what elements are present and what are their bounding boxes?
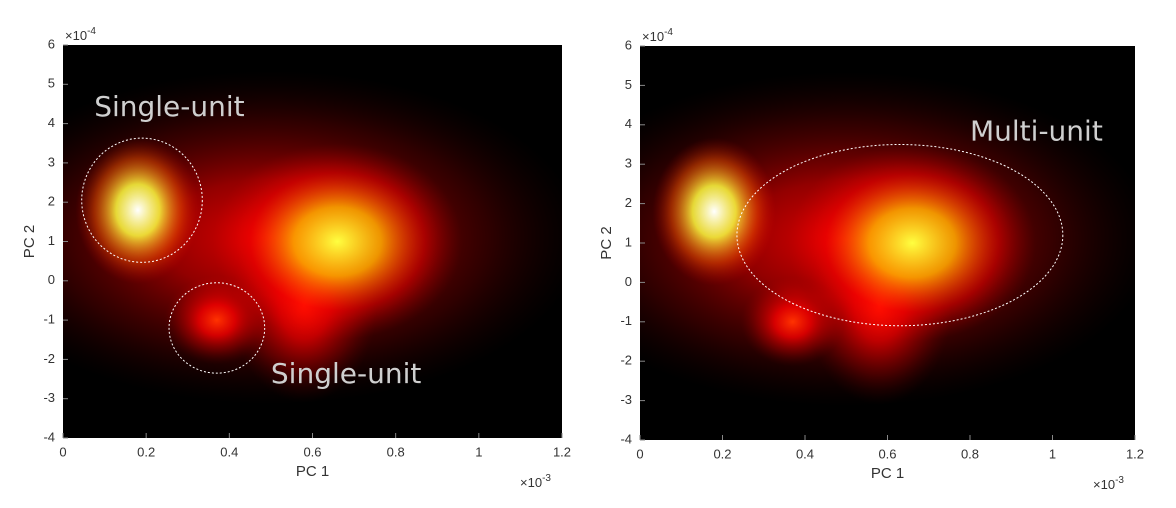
axis-multiplier: ×10-4: [642, 27, 673, 45]
density: [640, 71, 1135, 407]
y-tick-label: -3: [43, 390, 55, 405]
x-tick-label: 0: [59, 444, 66, 459]
x-tick-label: 0.8: [387, 444, 405, 459]
multiplier-exponent: -4: [87, 26, 96, 37]
x-axis-label: PC 1: [871, 465, 904, 482]
y-tick-label: -1: [620, 313, 632, 328]
x-tick-label: 1: [475, 444, 482, 459]
y-tick-label: 4: [48, 115, 55, 130]
density-cluster: [788, 144, 1036, 342]
multiplier-base: ×10: [642, 29, 664, 44]
density: [63, 70, 562, 405]
y-tick-label: 5: [625, 77, 632, 92]
x-axis-label: PC 1: [296, 463, 329, 480]
x-tick-label: 0.6: [878, 446, 896, 461]
x-tick-label: 1.2: [553, 444, 571, 459]
y-axis-label: PC 2: [21, 225, 38, 258]
y-tick-label: 1: [625, 234, 632, 249]
axis-multiplier: ×10-4: [65, 26, 96, 44]
y-tick-label: -3: [620, 392, 632, 407]
axis-multiplier: ×10-3: [1093, 475, 1124, 493]
y-tick-label: 3: [625, 156, 632, 171]
y-tick-label: -1: [43, 312, 55, 327]
cluster-outline: [736, 144, 1064, 327]
density-cluster: [75, 136, 201, 284]
y-tick-label: 3: [48, 154, 55, 169]
multiplier-base: ×10: [65, 28, 87, 43]
cluster-outline: [168, 282, 266, 374]
chart: Multi-unit 0 0.2 0.4 0.6 0.8 1 1.2 -4 -3 -2 -1 0 1 2 3 4…: [598, 27, 1144, 493]
multiplier-base: ×10: [1093, 477, 1115, 492]
annotation: Single-unit: [94, 90, 244, 123]
density-cluster: [741, 277, 845, 367]
x-tick-label: 0.4: [796, 446, 814, 461]
y-tick-label: 1: [48, 233, 55, 248]
y-tick-label: 6: [625, 37, 632, 52]
x-tick-label: 0.6: [303, 444, 321, 459]
x-tick-label: 0.2: [713, 446, 731, 461]
y-tick-label: 2: [625, 195, 632, 210]
y-tick-label: 5: [48, 76, 55, 91]
annotation: Single-unit: [271, 357, 421, 390]
y-tick-label: 6: [48, 36, 55, 51]
axis-multiplier: ×10-3: [520, 473, 551, 491]
y-tick-label: 2: [48, 194, 55, 209]
multiplier-exponent: -3: [1115, 475, 1124, 486]
y-tick-label: 0: [625, 274, 632, 289]
multiplier-exponent: -4: [664, 27, 673, 38]
y-tick-label: -2: [620, 353, 632, 368]
y-tick-label: 4: [625, 116, 632, 131]
y-tick-label: -2: [43, 351, 55, 366]
y-tick-label: -4: [43, 429, 55, 444]
density-cluster: [652, 137, 777, 286]
x-tick-label: 1: [1049, 446, 1056, 461]
y-tick-label: 0: [48, 272, 55, 287]
annotation: Multi-unit: [970, 115, 1103, 148]
x-tick-label: 0.8: [961, 446, 979, 461]
y-tick-label: -4: [620, 431, 632, 446]
x-tick-label: 1.2: [1126, 446, 1144, 461]
multiplier-exponent: -3: [542, 473, 551, 484]
density-cluster: [164, 275, 269, 365]
x-tick-label: 0.4: [220, 444, 238, 459]
multiplier-base: ×10: [520, 475, 542, 490]
x-tick-label: 0.2: [137, 444, 155, 459]
chart: Single-unit Single-unit 0 0.2 0.4 0.6 0.8 1 1.2 -…: [21, 26, 571, 491]
x-tick-label: 0: [636, 446, 643, 461]
density-cluster: [212, 143, 463, 340]
y-axis-label: PC 2: [598, 226, 615, 259]
